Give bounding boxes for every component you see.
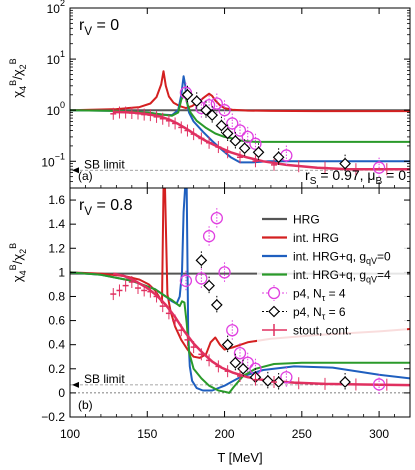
panel-label: (b)	[78, 398, 93, 412]
series-line-int_hrg_q4	[70, 91, 410, 143]
data-point-p4	[226, 117, 239, 130]
data-point-p4_6	[229, 135, 242, 147]
data-point-p4	[195, 272, 208, 285]
y-tick-label: 0.2	[48, 362, 65, 376]
data-point-p4_6	[272, 376, 285, 388]
legend-label-p4: p4, Nτ = 4	[293, 287, 346, 304]
y-axis-label: χ4B/χ2B	[8, 243, 28, 282]
data-point-p4_6	[210, 299, 223, 311]
y-tick-label: 1.6	[48, 193, 65, 207]
data-point-p4	[233, 124, 247, 137]
data-point-p4_6	[238, 142, 251, 155]
data-point-p4	[210, 97, 223, 110]
data-point-p4_6	[181, 88, 194, 101]
legend-swatch-p4_6	[268, 305, 280, 318]
legend-label-int_hrg: int. HRG	[293, 231, 339, 245]
data-point-p4_6	[206, 109, 219, 121]
data-point-p4_6	[221, 127, 234, 140]
sb-limit-arrow	[72, 381, 79, 388]
y-tick-label: 102	[47, 0, 65, 16]
legend-box	[257, 209, 407, 345]
series-line-int_hrg_q0	[70, 75, 410, 164]
data-point-p4	[226, 324, 239, 337]
panel-label: (a)	[78, 169, 93, 183]
panel-annotation-top: rV = 0.8	[79, 197, 133, 218]
data-point-p4_6	[339, 376, 351, 388]
data-point-p4	[233, 346, 247, 360]
x-tick-label: 200	[215, 427, 235, 441]
data-point-p4	[179, 274, 193, 287]
data-point-p4_6	[190, 95, 203, 108]
data-point-p4_6	[339, 157, 351, 170]
sb-limit-label: SB limit	[84, 157, 125, 171]
data-point-p4	[280, 371, 293, 384]
y-tick-label: 0.6	[48, 314, 65, 328]
legend-label-p4_6: p4, Nτ = 6	[293, 305, 346, 322]
x-tick-label: 300	[369, 427, 389, 441]
legend-swatch-p4	[267, 286, 281, 300]
x-tick-label: 150	[137, 427, 157, 441]
legend-label-hrg: HRG	[293, 213, 320, 227]
legend-label-stout: stout, cont.	[293, 324, 352, 338]
y-tick-label: 0	[58, 386, 65, 400]
plot-area-panel-b	[70, 188, 410, 395]
data-point-p4_6	[237, 362, 249, 375]
data-point-p4	[218, 104, 231, 117]
y-tick-label: 0.8	[48, 289, 65, 303]
legend-label-int_hrg_q4: int. HRG+q, gqV=4	[293, 268, 391, 285]
plot-area-panel-a	[70, 70, 410, 178]
y-tick-label: −0.2	[41, 410, 65, 424]
data-point-p4	[372, 161, 386, 174]
panel-annotation-top: rV = 0	[79, 17, 119, 38]
data-point-p4	[210, 211, 223, 225]
x-tick-label: 100	[60, 427, 80, 441]
y-tick-label: 10−1	[41, 151, 65, 169]
y-axis-label: χ4B/χ2B	[8, 58, 28, 97]
x-tick-label: 250	[292, 427, 312, 441]
data-point-p4_6	[229, 356, 242, 369]
data-point-p4_6	[195, 254, 208, 267]
data-point-p4_6	[261, 374, 274, 387]
y-tick-label: 101	[47, 49, 65, 67]
series-line-int_hrg	[70, 70, 410, 113]
sb-limit-label: SB limit	[84, 372, 125, 386]
legend-label-int_hrg_q0: int. HRG+q, gqV=0	[293, 250, 391, 267]
data-point-p4_6	[221, 338, 234, 351]
y-tick-label: 1.4	[48, 217, 65, 231]
y-tick-label: 100	[47, 100, 65, 118]
data-point-p4_6	[272, 151, 285, 164]
sb-limit-arrow	[72, 167, 79, 174]
series-line-stout_curve	[113, 272, 410, 387]
y-tick-label: 1.2	[48, 241, 65, 255]
data-point-p4_6	[215, 119, 228, 132]
data-point-p4	[249, 137, 262, 150]
data-point-p4_6	[252, 146, 265, 159]
x-axis-label: T [MeV]	[217, 450, 262, 465]
y-tick-label: 1	[58, 265, 65, 279]
data-point-p4_6	[203, 279, 215, 292]
data-point-p4	[202, 230, 216, 243]
data-point-p4	[241, 130, 254, 144]
panel-annotation-bottom: rS = 0.97, μB = 0	[305, 167, 406, 187]
data-point-p4_6	[200, 104, 212, 117]
data-point-p4	[218, 266, 231, 279]
y-tick-label: 0.4	[48, 338, 65, 352]
